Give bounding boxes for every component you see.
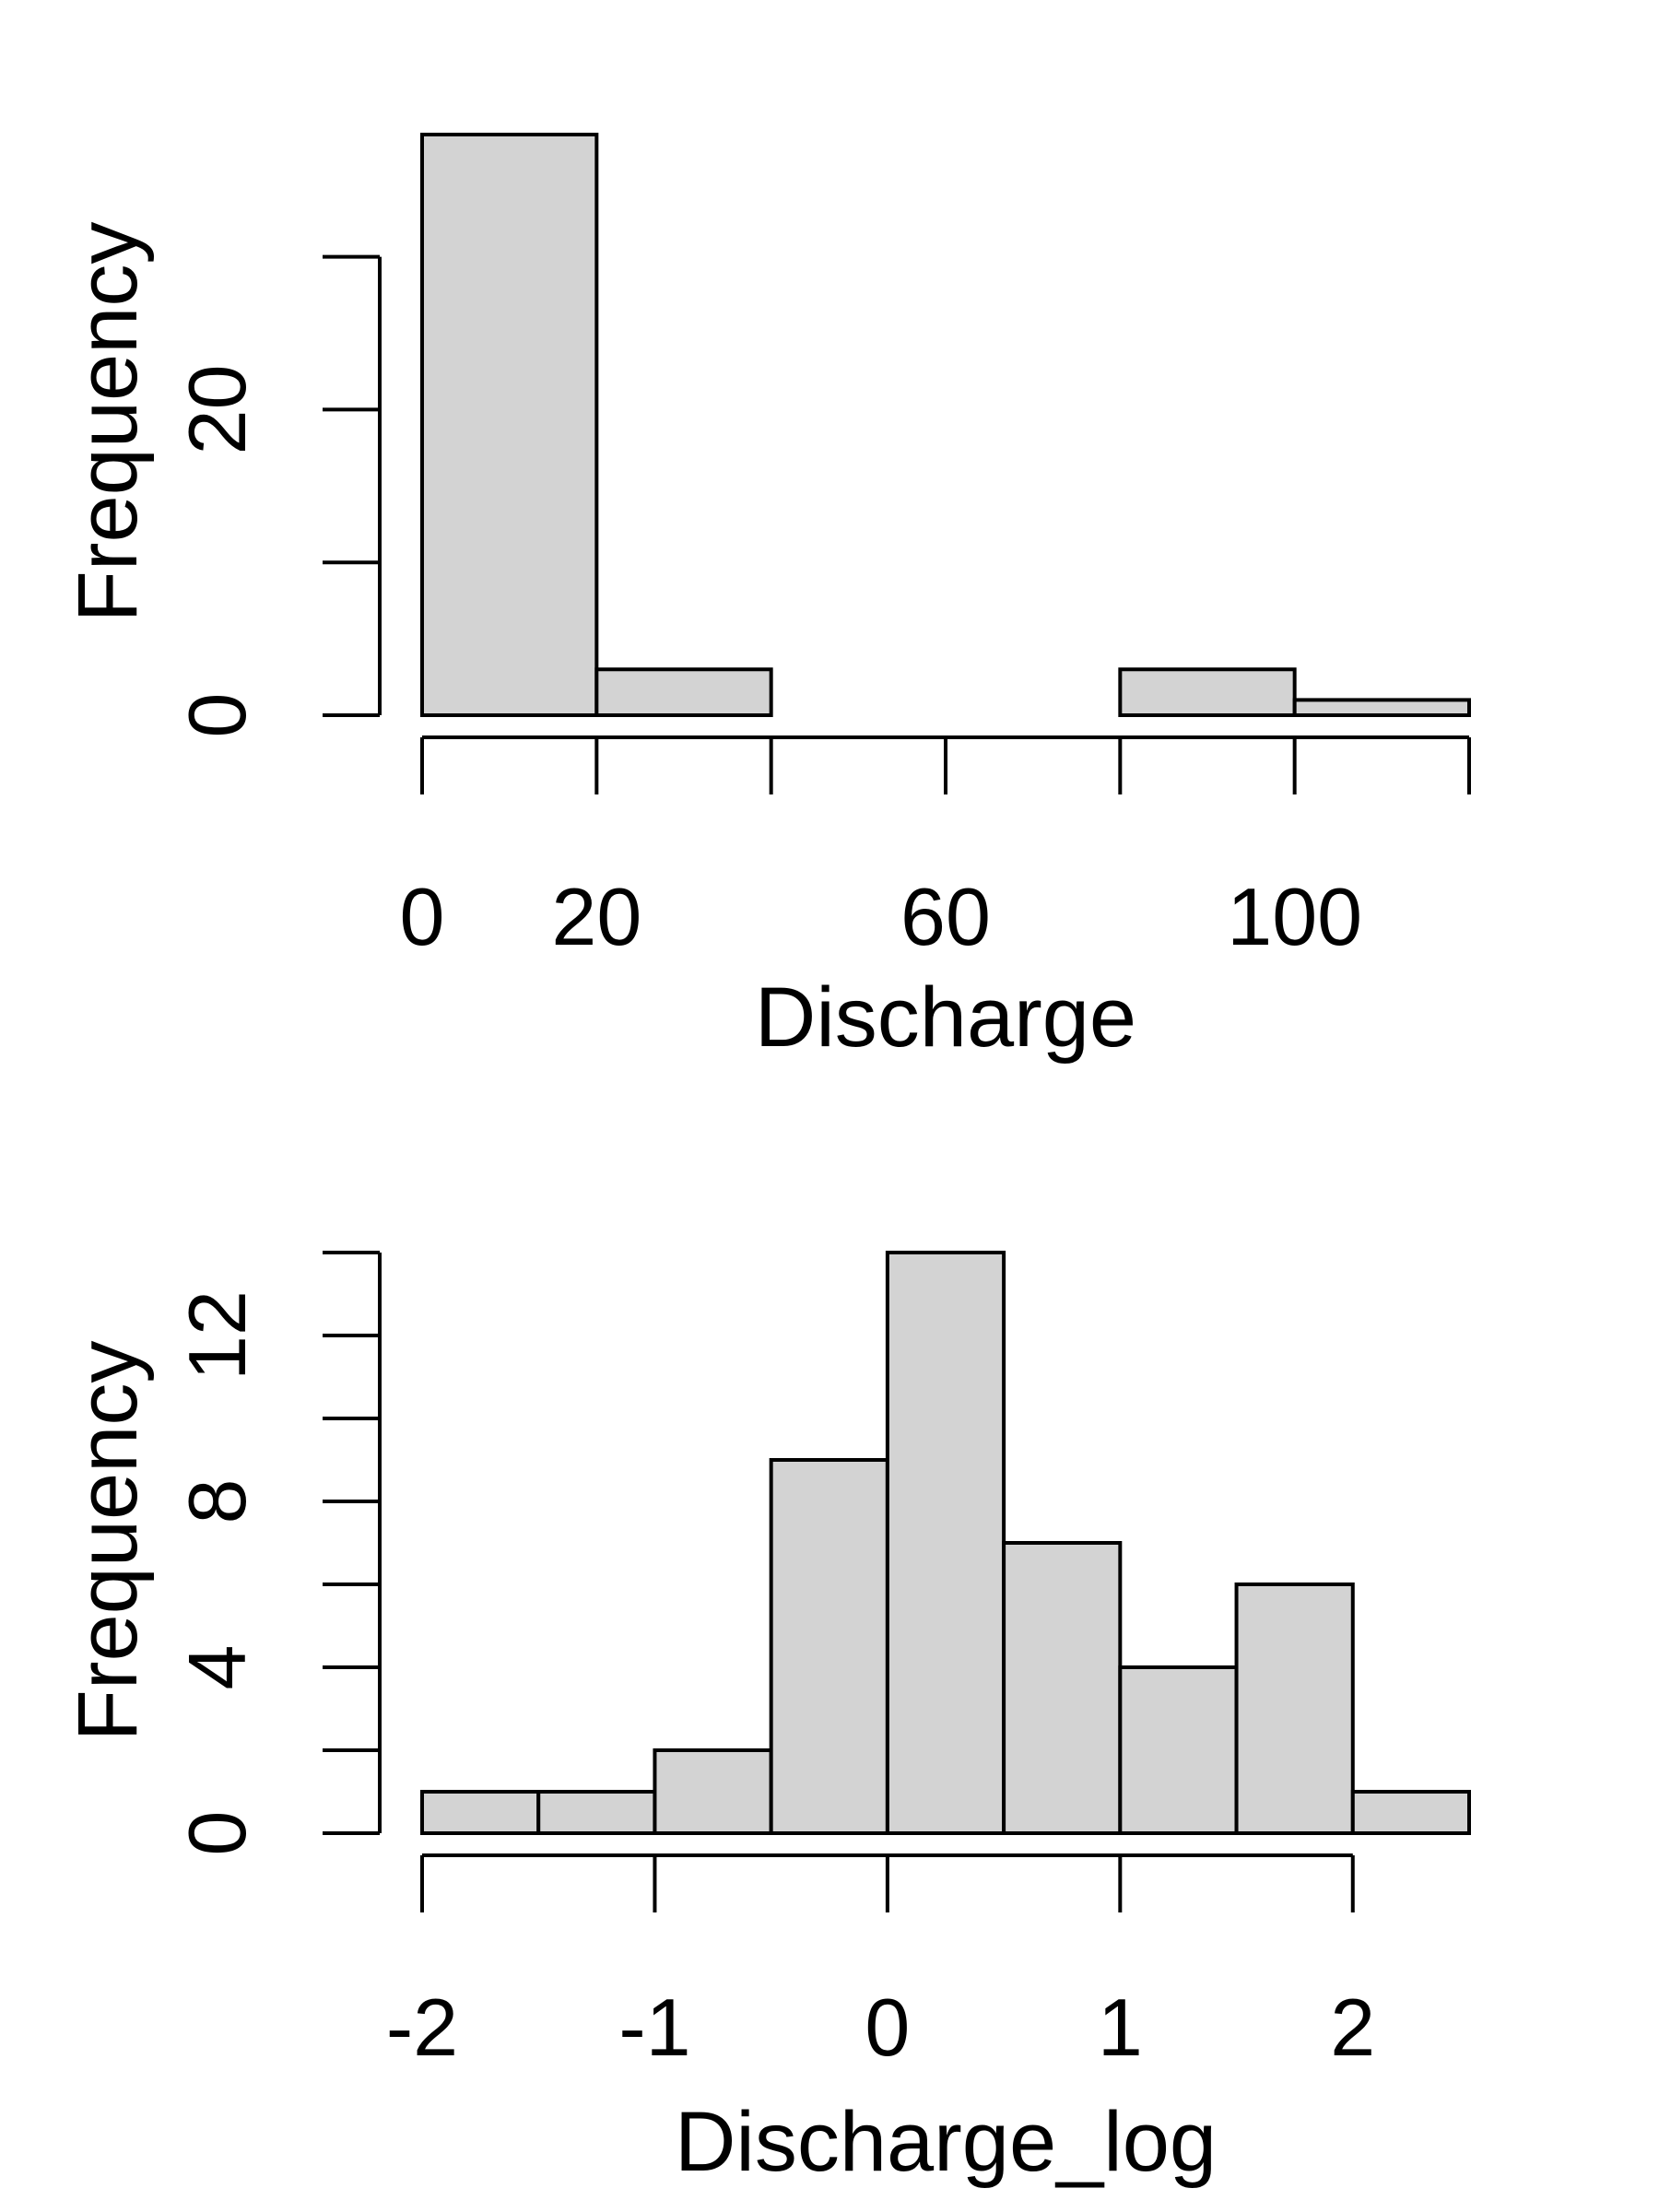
x-axis-label: Discharge — [755, 971, 1136, 1065]
histogram-bar — [1118, 667, 1297, 718]
histogram-bar — [885, 1251, 1006, 1835]
histogram-bar — [1234, 1583, 1355, 1835]
y-tick-label: 8 — [171, 1479, 263, 1524]
y-tick-label: 0 — [171, 693, 263, 738]
histogram-bar — [1350, 1790, 1472, 1835]
y-tick-label: 0 — [171, 1811, 263, 1856]
histogram-bar — [1118, 1665, 1239, 1835]
x-tick-label: 0 — [865, 1982, 910, 2073]
x-tick-label: 60 — [900, 871, 991, 962]
x-tick-label: -1 — [618, 1982, 690, 2073]
histogram-bar — [1002, 1541, 1123, 1835]
histogram-bar — [594, 667, 773, 718]
x-tick-label: -2 — [386, 1982, 458, 2073]
y-axis-label: Frequency — [61, 1341, 155, 1742]
x-tick-label: 0 — [400, 871, 445, 962]
x-axis-label: Discharge_log — [675, 2095, 1217, 2189]
histogram-bar — [653, 1748, 773, 1835]
x-tick-label: 100 — [1227, 871, 1362, 962]
histogram-discharge: 0 20 60 100 0 20 Discharge Frequency — [61, 133, 1471, 1065]
y-axis-label: Frequency — [61, 222, 155, 623]
y-tick-label: 12 — [171, 1290, 263, 1381]
histogram-bar — [769, 1458, 889, 1835]
x-tick-label: 2 — [1330, 1982, 1375, 2073]
x-tick-label: 20 — [551, 871, 641, 962]
histogram-bar — [536, 1790, 657, 1835]
y-tick-label: 4 — [171, 1645, 263, 1690]
x-tick-label: 1 — [1098, 1982, 1143, 2073]
histogram-bar — [420, 133, 599, 717]
histogram-bar — [1292, 698, 1471, 718]
histogram-bar — [420, 1790, 541, 1835]
y-tick-label: 20 — [171, 364, 263, 454]
